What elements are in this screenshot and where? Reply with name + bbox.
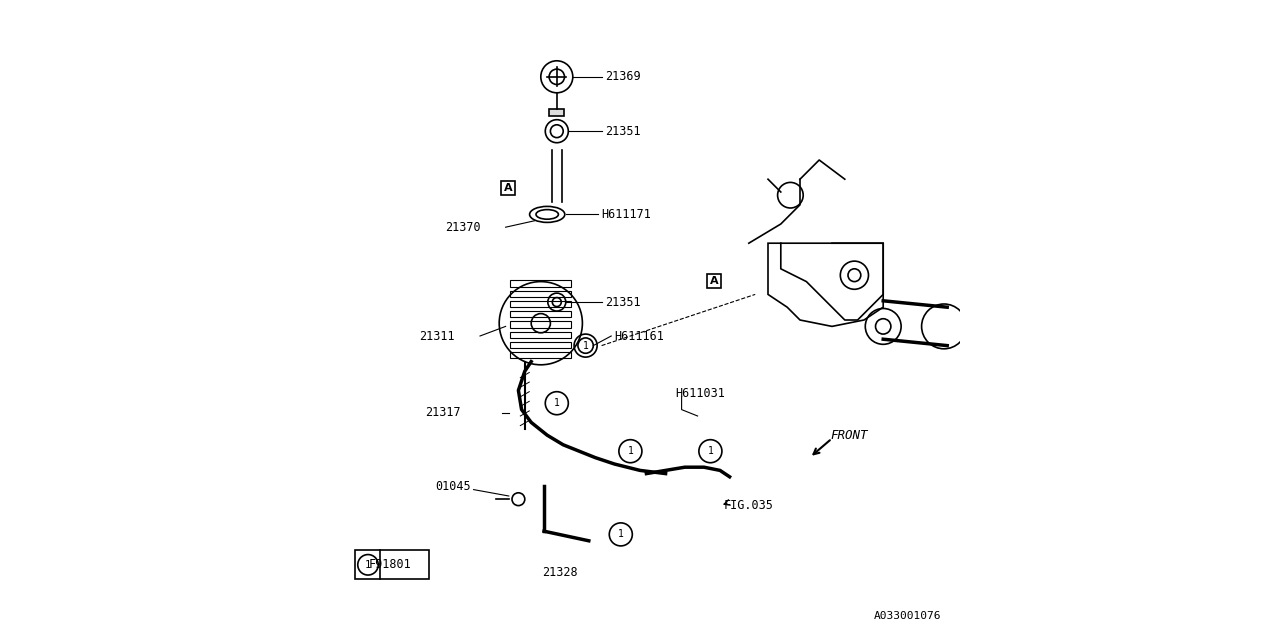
Text: H611171: H611171: [602, 208, 652, 221]
Bar: [549, 109, 564, 116]
Text: A: A: [710, 276, 718, 286]
Text: FIG.035: FIG.035: [723, 499, 773, 512]
Text: 01045: 01045: [435, 480, 471, 493]
Bar: [511, 352, 571, 358]
Text: 1: 1: [554, 398, 559, 408]
Bar: [356, 550, 429, 579]
Text: 21317: 21317: [425, 406, 461, 419]
Text: 21370: 21370: [445, 221, 480, 234]
Bar: [511, 321, 571, 328]
Text: 1: 1: [618, 529, 623, 540]
Bar: [708, 274, 722, 288]
Text: 1: 1: [627, 446, 634, 456]
Text: 21351: 21351: [604, 296, 640, 308]
Text: 21369: 21369: [604, 70, 640, 83]
Text: H611161: H611161: [614, 330, 664, 342]
Text: 21351: 21351: [604, 125, 640, 138]
Text: H611031: H611031: [676, 387, 724, 400]
Text: 1: 1: [582, 340, 589, 351]
Text: FRONT: FRONT: [831, 429, 868, 442]
Bar: [502, 181, 516, 195]
Bar: [511, 291, 571, 297]
Bar: [511, 311, 571, 317]
Text: 1: 1: [708, 446, 713, 456]
Bar: [511, 332, 571, 338]
Text: A033001076: A033001076: [873, 611, 941, 621]
Text: 21311: 21311: [420, 330, 454, 342]
Bar: [511, 342, 571, 348]
Text: 21328: 21328: [543, 566, 577, 579]
Text: 1: 1: [365, 560, 371, 570]
Text: A: A: [504, 183, 512, 193]
Text: F91801: F91801: [369, 558, 412, 572]
Bar: [511, 301, 571, 307]
Bar: [511, 280, 571, 287]
